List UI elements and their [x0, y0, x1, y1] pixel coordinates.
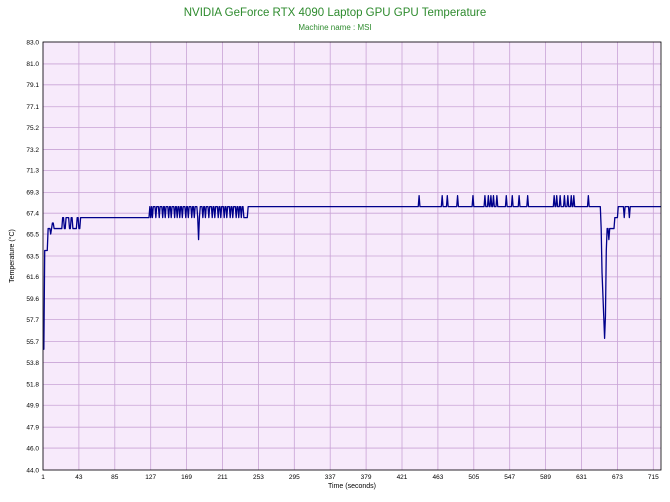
y-tick-label: 51.8 [26, 382, 39, 389]
chart-subtitle: Machine name : MSI [298, 23, 372, 32]
x-tick-label: 253 [253, 474, 264, 481]
y-tick-label: 67.4 [26, 211, 39, 218]
y-tick-label: 75.2 [26, 125, 39, 132]
y-tick-label: 53.8 [26, 360, 39, 367]
y-tick-label: 83.0 [26, 39, 39, 46]
y-axis-label: Temperature (°C) [8, 229, 16, 283]
x-tick-label: 169 [181, 474, 192, 481]
y-tick-label: 71.3 [26, 168, 39, 175]
x-tick-label: 505 [468, 474, 479, 481]
plot-border [42, 41, 662, 471]
x-tick-label: 85 [111, 474, 119, 481]
x-tick-label: 673 [612, 474, 623, 481]
chart-title: NVIDIA GeForce RTX 4090 Laptop GPU GPU T… [183, 7, 487, 19]
x-tick-label: 589 [540, 474, 551, 481]
y-tick-label: 44.0 [26, 467, 39, 474]
x-axis-ticks: 1 43 85 127 169 211 253 295 337 379 421 463 505 547 58… [41, 474, 659, 481]
x-tick-label: 631 [576, 474, 587, 481]
y-tick-label: 79.1 [26, 82, 39, 89]
x-tick-label: 127 [145, 474, 156, 481]
y-tick-label: 77.1 [26, 104, 39, 111]
x-tick-label: 295 [289, 474, 300, 481]
y-tick-label: 81.0 [26, 61, 39, 68]
x-tick-label: 43 [75, 474, 83, 481]
y-tick-label: 49.9 [26, 403, 39, 410]
x-tick-label: 211 [217, 474, 228, 481]
x-tick-label: 547 [504, 474, 515, 481]
y-tick-label: 47.9 [26, 425, 39, 432]
x-axis-label: Time (seconds) [328, 483, 376, 490]
x-tick-label: 421 [397, 474, 408, 481]
y-tick-label: 63.5 [26, 253, 39, 260]
x-tick-label: 463 [432, 474, 443, 481]
y-tick-label: 46.0 [26, 445, 39, 452]
x-tick-label: 337 [325, 474, 336, 481]
y-tick-label: 69.3 [26, 190, 39, 197]
y-tick-label: 59.6 [26, 296, 39, 303]
x-tick-label: 715 [648, 474, 659, 481]
x-tick-label: 379 [361, 474, 372, 481]
y-axis-ticks: 44.0 46.0 47.9 49.9 51.8 53.8 55.7 57.7 59.6 61.6… [26, 39, 39, 474]
y-tick-label: 57.7 [26, 317, 39, 324]
y-tick-label: 73.2 [26, 147, 39, 154]
y-tick-label: 61.6 [26, 274, 39, 281]
x-tick-label: 1 [41, 474, 45, 481]
y-tick-label: 55.7 [26, 339, 39, 346]
y-tick-label: 65.5 [26, 231, 39, 238]
series-line-gpu-temperature [43, 194, 661, 350]
